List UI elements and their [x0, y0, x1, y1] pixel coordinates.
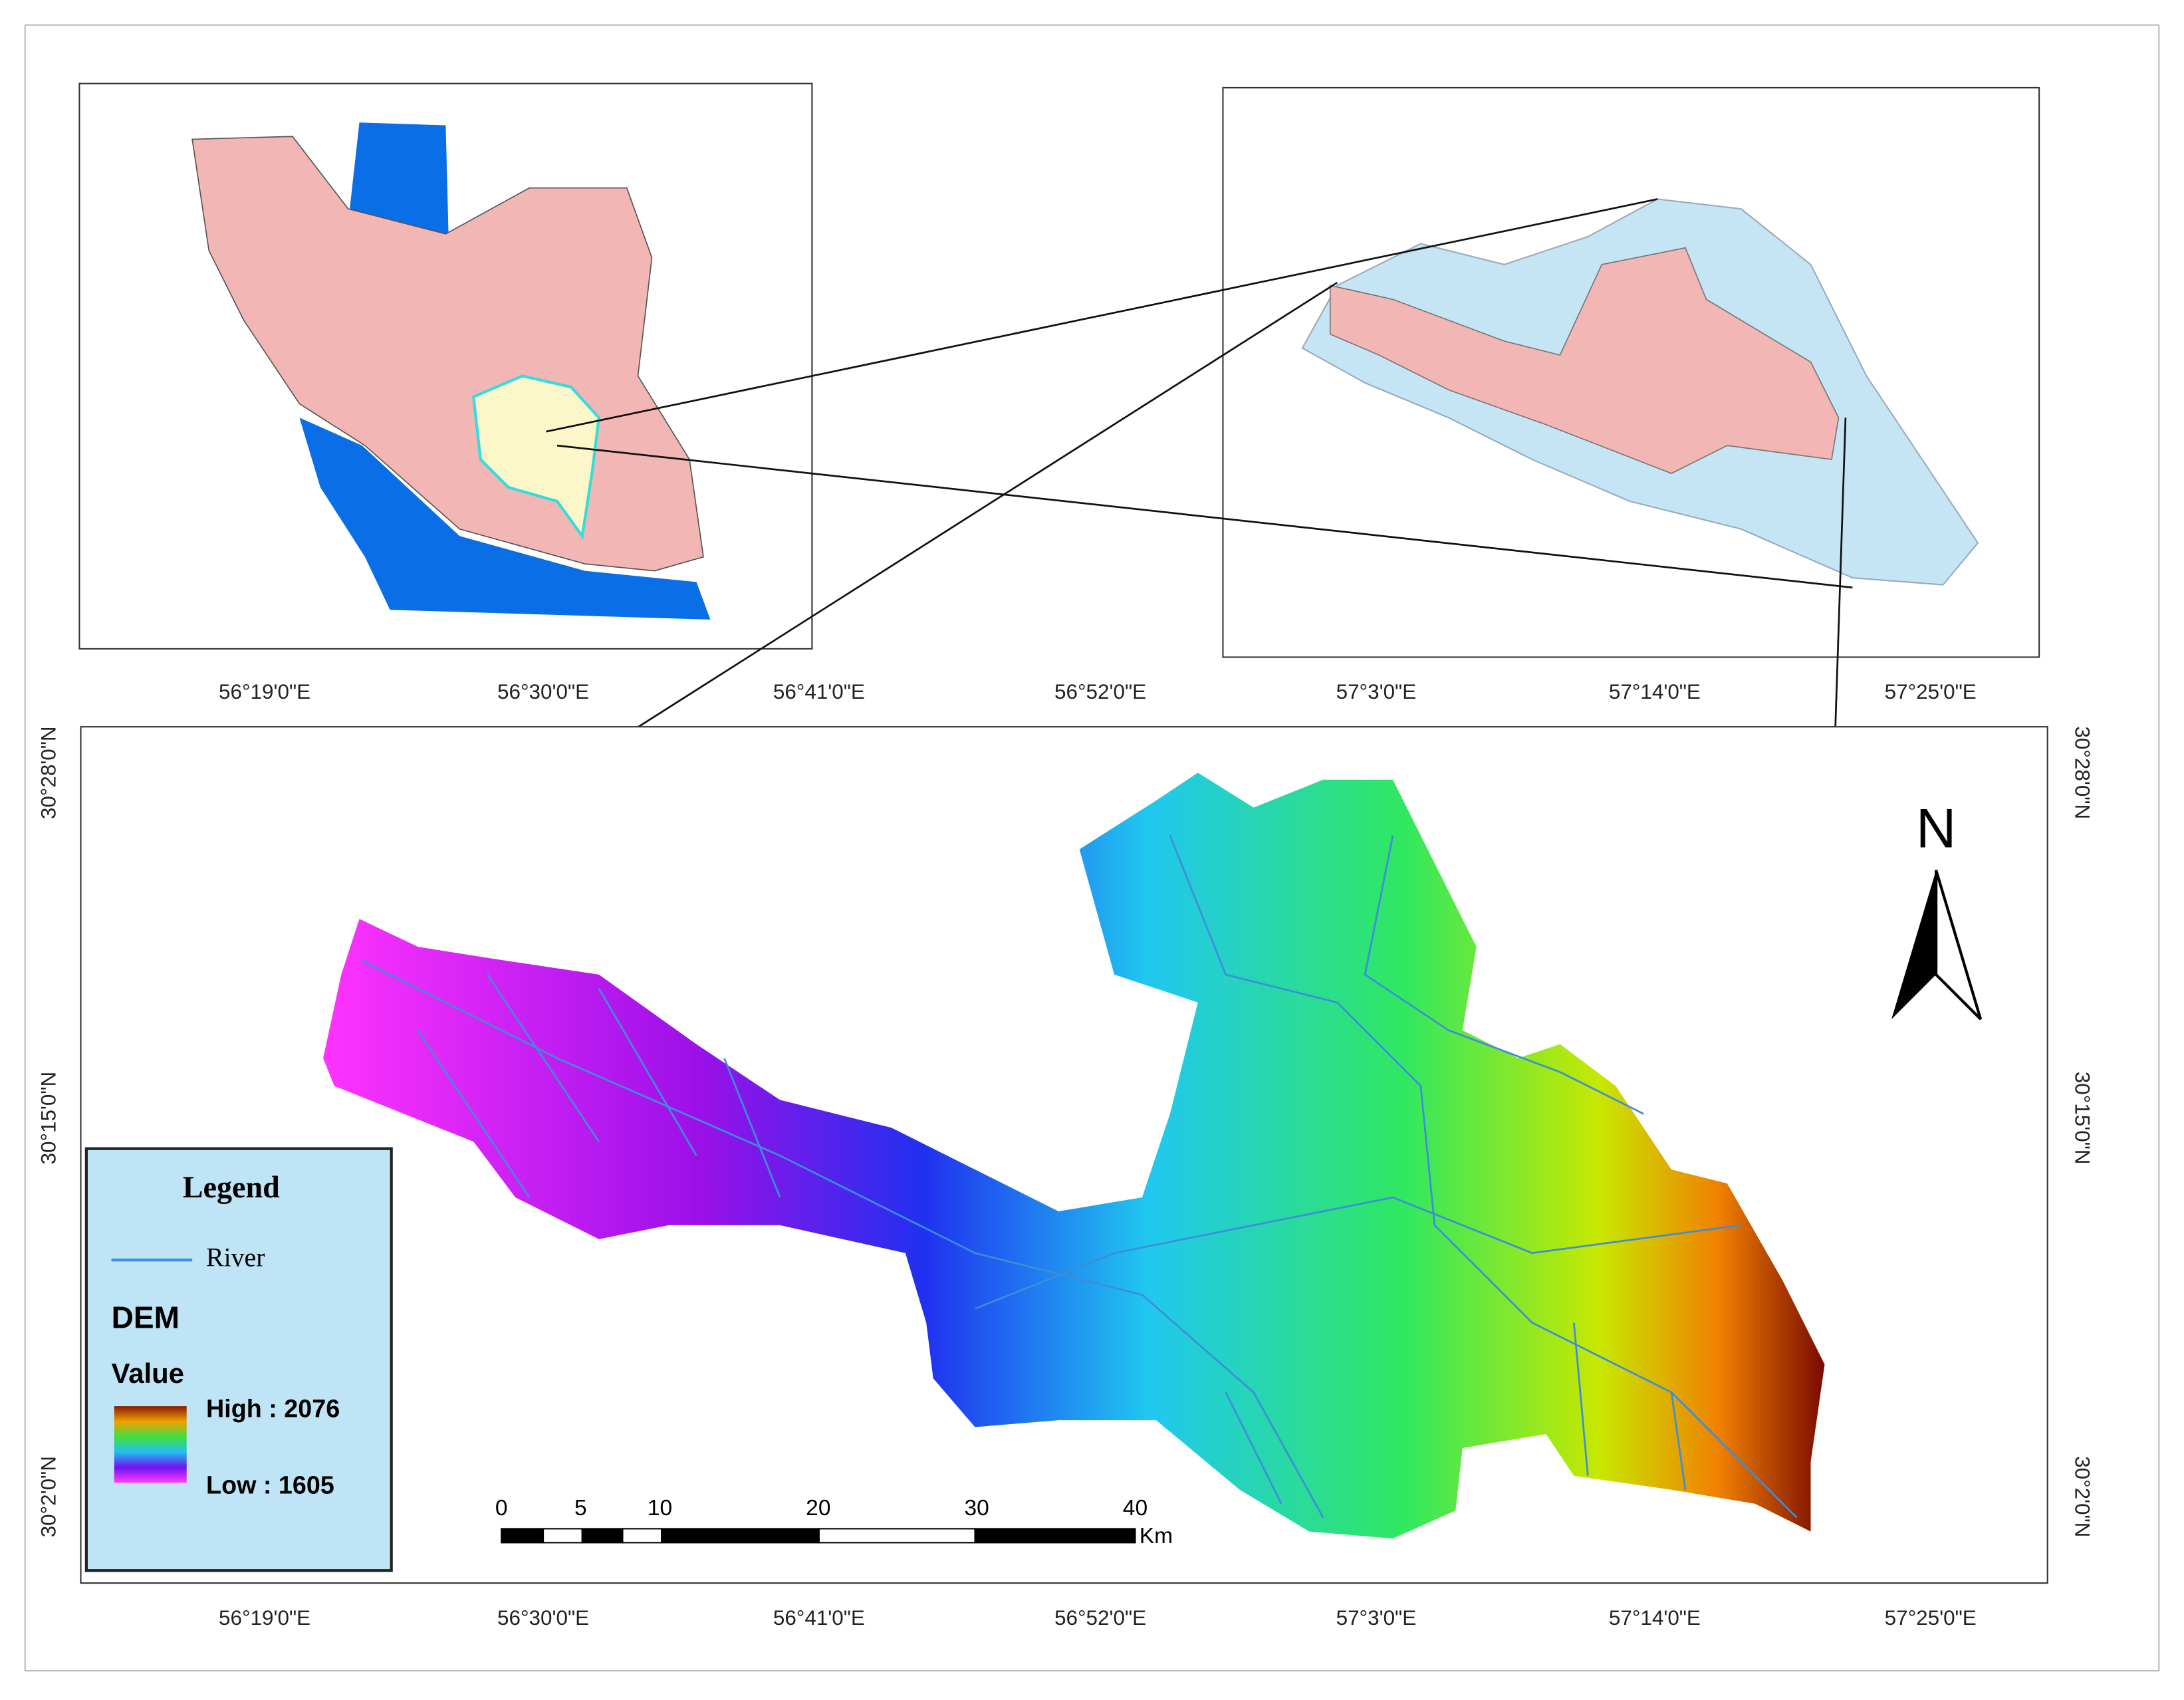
longitude-label: 56°30'0"E	[497, 1606, 589, 1630]
longitude-label: 57°14'0"E	[1609, 680, 1701, 703]
longitude-label: 56°52'0"E	[1054, 680, 1146, 703]
legend-high: High : 2076	[206, 1394, 340, 1422]
longitude-label: 56°41'0"E	[773, 680, 865, 703]
scale-label: 0	[495, 1496, 508, 1520]
longitude-label: 56°41'0"E	[773, 1606, 865, 1630]
caspian-sea	[348, 122, 449, 234]
longitude-label: 57°25'0"E	[1885, 1606, 1977, 1630]
latitude-label: 30°2'0"N	[2071, 1456, 2094, 1537]
latitude-label: 30°28'0"N	[2071, 726, 2094, 819]
scale-label: 5	[574, 1496, 587, 1520]
north-arrow	[1891, 870, 1937, 1019]
persian-gulf	[299, 418, 711, 620]
scale-label: 40	[1123, 1496, 1148, 1520]
longitude-label: 56°52'0"E	[1054, 1606, 1146, 1630]
north-arrow	[1934, 870, 1983, 1021]
legend-title: Legend	[183, 1170, 280, 1204]
sub-basin	[1329, 247, 1840, 474]
legend-low: Low : 1605	[206, 1471, 334, 1499]
latitude-label: 30°15'0"N	[2071, 1072, 2094, 1165]
north-label: N	[1916, 796, 1957, 859]
legend-river-label: River	[206, 1243, 265, 1272]
scale-label: 10	[648, 1496, 672, 1520]
province-highlight	[472, 374, 601, 540]
latitude-label: 30°2'0"N	[37, 1456, 61, 1537]
longitude-label: 57°14'0"E	[1609, 1606, 1701, 1630]
longitude-label: 57°3'0"E	[1336, 680, 1417, 703]
legend-value: Value	[112, 1358, 184, 1389]
longitude-label: 57°25'0"E	[1885, 680, 1977, 703]
legend-ramp	[114, 1406, 187, 1483]
dem-raster	[323, 773, 1825, 1539]
scale-bar	[501, 1528, 1136, 1544]
scale-label: 30	[965, 1496, 989, 1520]
scale-unit: Km	[1140, 1524, 1173, 1548]
longitude-label: 56°19'0"E	[219, 680, 310, 703]
rivers	[362, 835, 1798, 1518]
latitude-label: 30°15'0"N	[37, 1072, 61, 1165]
longitude-label: 57°3'0"E	[1336, 1606, 1417, 1630]
legend-dem: DEM	[112, 1300, 180, 1334]
longitude-label: 56°30'0"E	[497, 680, 589, 703]
legend-box	[84, 1147, 393, 1572]
longitude-label: 56°19'0"E	[219, 1606, 310, 1630]
scale-label: 20	[806, 1496, 830, 1520]
latitude-label: 30°28'0"N	[37, 726, 61, 819]
